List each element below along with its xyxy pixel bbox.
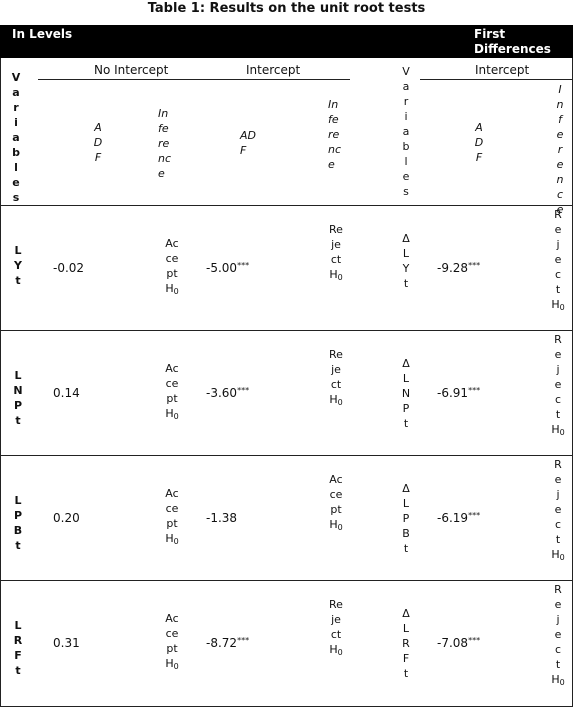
cell-adf-first-diff: -9.28*** <box>437 261 481 275</box>
cell-inference-no-intercept: Ac ce pt H0 <box>165 487 179 546</box>
section-first-differences: First Differences <box>474 27 551 56</box>
group-intercept-first-diff: Intercept <box>475 63 530 77</box>
table-title: Table 1: Results on the unit root tests <box>147 1 426 16</box>
cell-inference-no-intercept: Ac ce pt H0 <box>165 237 179 296</box>
cell-inference-intercept: Re je ct H0 <box>329 598 343 657</box>
row-separator <box>0 706 573 707</box>
row-separator <box>0 580 573 581</box>
col-label-inference-no-intercept: In fe re nc e <box>158 107 172 180</box>
cell-inference-intercept: Re je ct H0 <box>329 348 343 407</box>
row-separator <box>0 330 573 331</box>
table-border-left <box>0 58 1 707</box>
cell-adf-no-intercept: 0.31 <box>53 636 80 650</box>
cell-adf-intercept: -5.00*** <box>206 261 250 275</box>
header-bar <box>0 25 573 58</box>
group-no-intercept: No Intercept <box>94 63 169 77</box>
row-separator <box>0 455 573 456</box>
cell-adf-intercept: -8.72*** <box>206 636 250 650</box>
cell-adf-intercept: -1.38 <box>206 511 238 525</box>
section-in-levels: In Levels <box>12 27 73 41</box>
cell-adf-first-diff: -7.08*** <box>437 636 481 650</box>
cell-adf-intercept: -3.60*** <box>206 386 250 400</box>
cell-adf-no-intercept: 0.14 <box>53 386 80 400</box>
cell-inference-no-intercept: Ac ce pt H0 <box>165 362 179 421</box>
cell-inference-no-intercept: Ac ce pt H0 <box>165 612 179 671</box>
cell-inference-intercept: Ac ce pt H0 <box>329 473 343 532</box>
col-label-inference-intercept: In fe re nc e <box>328 98 342 171</box>
cell-adf-no-intercept: 0.20 <box>53 511 80 525</box>
row-separator <box>0 205 573 206</box>
cell-adf-no-intercept: -0.02 <box>53 261 85 275</box>
cell-inference-intercept: Re je ct H0 <box>329 223 343 282</box>
cell-adf-first-diff: -6.91*** <box>437 386 481 400</box>
group-underline-first-diff <box>420 79 573 80</box>
col-label-adf-intercept: AD F <box>240 129 256 157</box>
group-underline-levels <box>38 79 350 80</box>
cell-adf-first-diff: -6.19*** <box>437 511 481 525</box>
group-intercept: Intercept <box>246 63 301 77</box>
